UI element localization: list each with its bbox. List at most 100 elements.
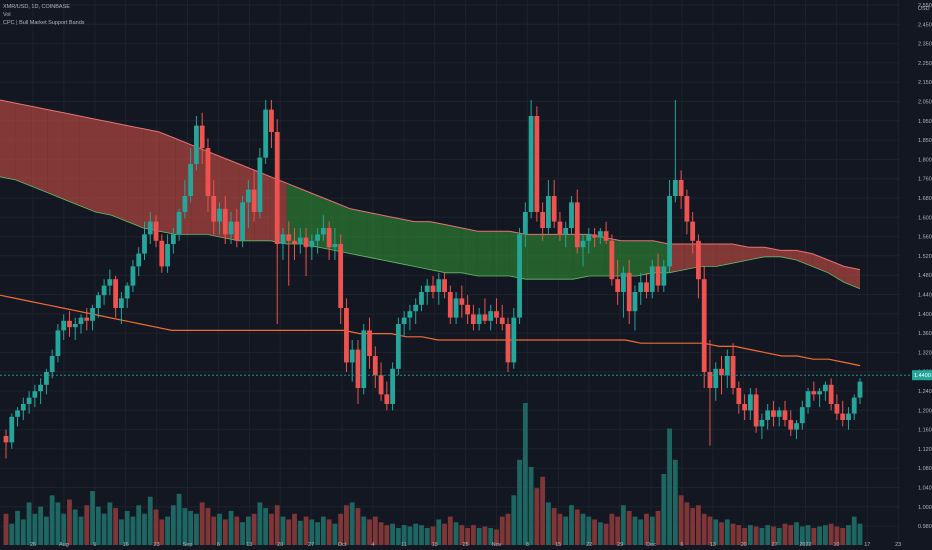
volume-bar: [851, 516, 857, 545]
band-segment: [844, 266, 860, 289]
volume-bar: [130, 516, 136, 545]
candle: [292, 228, 297, 260]
band-segment: [748, 247, 765, 260]
band-segment: [191, 144, 208, 235]
volume-bar: [286, 519, 292, 545]
band-segment: [700, 244, 717, 267]
symbol-title[interactable]: XMR/USD, 1D, COINBASE: [3, 4, 70, 10]
candle: [632, 285, 638, 331]
band-segment: [31, 106, 48, 193]
candle-body: [320, 228, 326, 235]
candle: [315, 228, 320, 254]
band-segment: [95, 119, 112, 216]
candle: [355, 340, 361, 404]
chart-legend: XMR/USD, 1D, COINBASE Vol CPC | Bull Mar…: [3, 3, 85, 27]
candle: [430, 276, 436, 299]
candle-body: [840, 413, 846, 420]
time-tick-label: 23: [895, 542, 901, 548]
candle: [84, 308, 90, 331]
time-tick-label: 17: [864, 542, 870, 548]
time-tick-label: 2022: [799, 542, 811, 548]
candle: [459, 285, 465, 318]
candle-body: [586, 234, 592, 241]
candle-body: [84, 317, 90, 321]
candle-body: [730, 356, 736, 388]
candle: [442, 272, 447, 299]
candle-body: [430, 285, 436, 292]
candle-body: [805, 391, 811, 408]
candle: [482, 298, 488, 324]
volume-bar: [326, 519, 332, 545]
volume-bar: [707, 516, 713, 545]
candle-body: [20, 404, 26, 411]
price-tick-label: 1.2000: [918, 408, 932, 414]
band-segment: [461, 228, 478, 276]
band-segment: [111, 122, 128, 222]
band-segment: [764, 247, 781, 257]
volume-bar: [747, 525, 753, 545]
candle-body: [395, 324, 401, 369]
candle-body: [130, 266, 136, 286]
candle-body: [753, 394, 759, 427]
volume-bar: [234, 516, 240, 545]
time-tick-label: Sep: [183, 542, 193, 548]
candle: [626, 260, 632, 324]
time-tick-label: 4: [371, 542, 374, 548]
band-segment: [398, 218, 415, 267]
candle-body: [505, 324, 511, 363]
candle-body: [274, 132, 280, 244]
volume-bar: [95, 506, 101, 545]
price-tick-label: 1.1200: [918, 447, 932, 453]
candle-body: [828, 384, 834, 404]
candle: [713, 362, 719, 401]
candle: [799, 400, 805, 430]
candle-body: [528, 116, 534, 212]
candle: [724, 349, 730, 388]
price-tick-label: 1.0800: [918, 466, 932, 472]
candle: [638, 272, 644, 305]
candle-body: [361, 330, 367, 388]
volume-bar: [597, 522, 603, 545]
candle: [690, 212, 696, 254]
volume-bar: [644, 513, 649, 545]
candle: [332, 228, 338, 260]
candle-body: [15, 410, 20, 417]
candle-body: [517, 234, 522, 318]
volume-bar: [147, 496, 153, 545]
volume-bar: [240, 522, 245, 545]
volume-bar: [407, 526, 413, 545]
candle: [453, 292, 459, 324]
candle-body: [245, 189, 251, 203]
volume-indicator-label[interactable]: Vol: [3, 12, 11, 18]
candle-body: [626, 272, 632, 312]
volume-bar: [159, 519, 165, 545]
volume-bar: [26, 502, 32, 545]
volume-bar: [38, 506, 44, 545]
volume-bar: [828, 523, 834, 545]
candle-body: [419, 292, 424, 305]
volume-bar: [153, 509, 159, 545]
candle: [753, 388, 759, 433]
candle-body: [465, 304, 471, 315]
volume-bar: [20, 519, 26, 545]
candle-body: [857, 381, 863, 398]
time-scale[interactable]: 26 Aug 9 16 23 Sep 6 13 20 27 Oct 4 11 18 25 Nov 8 15 22 29…: [30, 542, 901, 548]
candle: [822, 381, 828, 401]
candle: [817, 388, 823, 408]
candle: [805, 388, 811, 414]
candle: [499, 304, 505, 331]
candle-body: [217, 208, 222, 222]
volume-bar: [638, 519, 644, 545]
band-segment: [716, 244, 733, 267]
candle-body: [159, 240, 165, 267]
candle-body: [315, 234, 320, 241]
volume-bar: [309, 519, 315, 545]
candle-body: [378, 375, 384, 395]
time-tick-label: 16: [123, 542, 129, 548]
volume-bar: [546, 502, 551, 545]
bands-indicator-label[interactable]: CPC | Bull Market Support Bands: [3, 20, 85, 26]
candle: [49, 349, 55, 379]
candle-body: [43, 372, 49, 385]
